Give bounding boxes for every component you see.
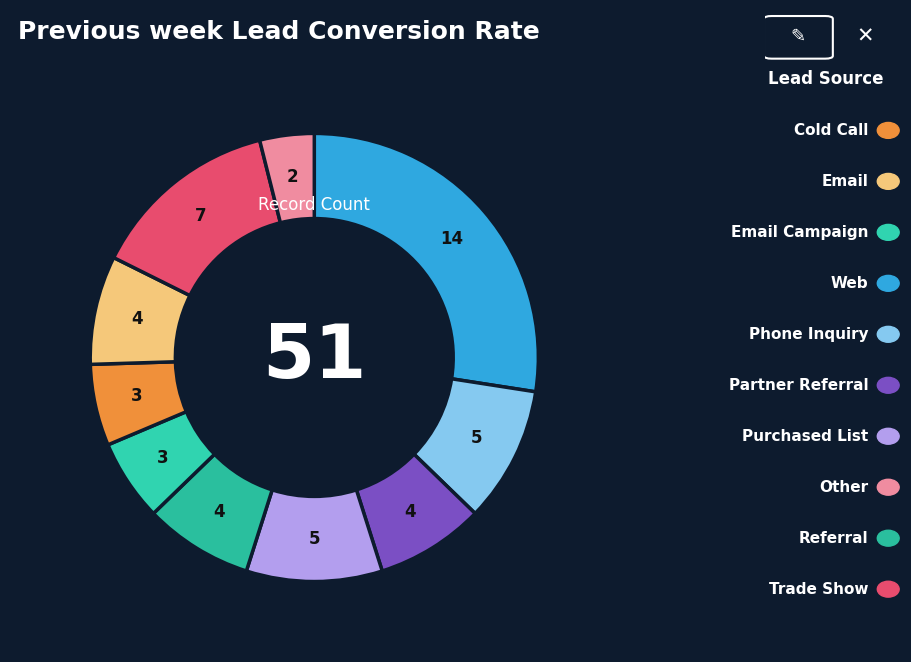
Text: 4: 4 [131,310,143,328]
Text: 51: 51 [262,321,366,394]
Text: Email Campaign: Email Campaign [731,225,868,240]
Text: 4: 4 [404,502,415,521]
Text: 5: 5 [309,530,320,548]
Text: 5: 5 [471,430,483,448]
Wedge shape [114,140,281,295]
Wedge shape [414,379,536,514]
Wedge shape [314,134,538,392]
Text: Phone Inquiry: Phone Inquiry [749,327,868,342]
Text: Lead Source: Lead Source [768,70,884,89]
Text: Referral: Referral [799,531,868,545]
Wedge shape [90,361,187,445]
Text: ✕: ✕ [856,26,874,46]
Text: 4: 4 [213,502,225,521]
Text: 3: 3 [131,387,143,405]
Wedge shape [153,454,272,571]
Text: Previous week Lead Conversion Rate: Previous week Lead Conversion Rate [18,20,540,44]
Text: Partner Referral: Partner Referral [729,378,868,393]
Text: Cold Call: Cold Call [793,123,868,138]
Wedge shape [108,412,215,514]
Text: Other: Other [819,480,868,495]
Text: 7: 7 [195,207,206,225]
Text: 14: 14 [441,230,464,248]
Text: 3: 3 [158,449,169,467]
Text: Purchased List: Purchased List [742,429,868,444]
Text: Trade Show: Trade Show [769,582,868,596]
Text: Email: Email [822,174,868,189]
Wedge shape [260,134,314,222]
Text: 2: 2 [286,168,298,187]
Wedge shape [90,258,189,364]
Text: Web: Web [831,276,868,291]
Text: Record Count: Record Count [259,196,370,214]
Wedge shape [356,454,476,571]
Wedge shape [246,490,383,581]
Text: ✎: ✎ [791,27,806,46]
